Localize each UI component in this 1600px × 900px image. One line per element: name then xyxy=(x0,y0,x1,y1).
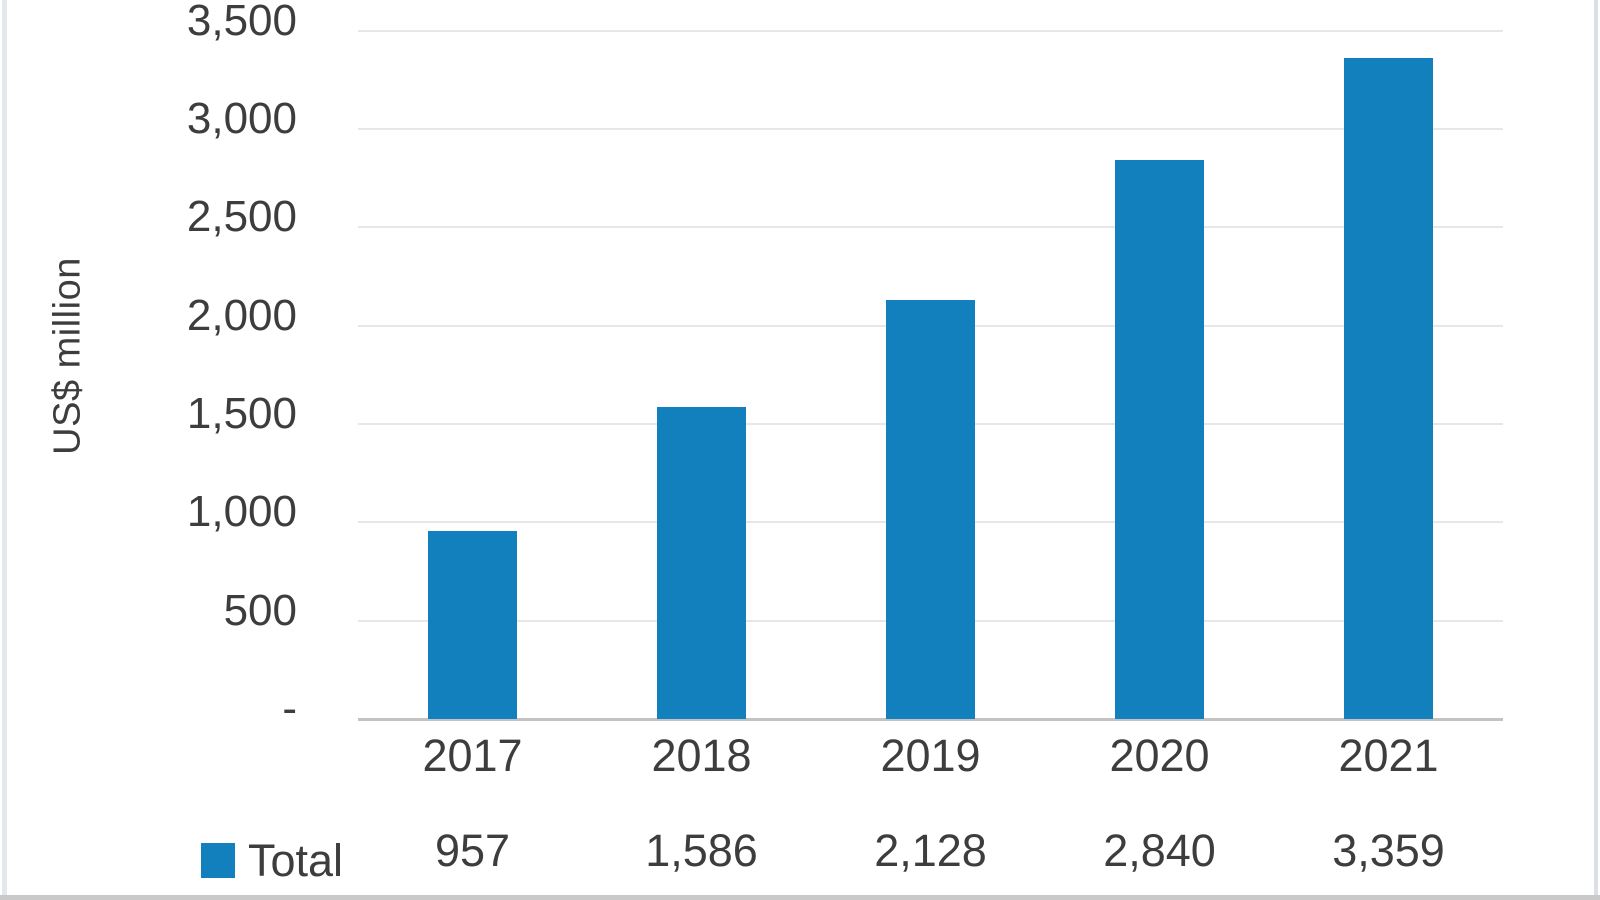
left-border-line xyxy=(2,0,7,900)
x-category-label: 2019 xyxy=(880,730,981,781)
y-tick-label: 3,500 xyxy=(186,0,297,45)
x-category-label: 2020 xyxy=(1109,730,1210,781)
bar-2021 xyxy=(1344,58,1433,719)
y-tick-label: 1,000 xyxy=(186,487,297,536)
x-category-label: 2018 xyxy=(651,730,752,781)
y-tick-label: 2,000 xyxy=(186,291,297,340)
y-tick-label: 2,500 xyxy=(186,192,297,241)
y-tick-label: 1,500 xyxy=(186,389,297,438)
x-category-label: 2021 xyxy=(1338,730,1439,781)
table-value: 1,586 xyxy=(645,825,758,876)
table-value: 2,128 xyxy=(874,825,987,876)
gridline xyxy=(358,226,1503,228)
y-tick-label: - xyxy=(282,684,297,733)
legend-swatch-total xyxy=(201,843,235,878)
y-tick-label: 500 xyxy=(223,586,297,635)
bar-2018 xyxy=(657,407,746,719)
bar-2020 xyxy=(1115,160,1204,719)
table-value: 3,359 xyxy=(1332,825,1445,876)
bar-2017 xyxy=(428,531,517,719)
bar-2019 xyxy=(886,300,975,719)
right-border-line xyxy=(1594,0,1598,900)
x-category-label: 2017 xyxy=(422,730,523,781)
gridline xyxy=(358,30,1503,32)
y-tick-label: 3,000 xyxy=(186,94,297,143)
legend-label-total: Total xyxy=(248,835,344,886)
table-value: 957 xyxy=(434,825,511,876)
bottom-border-line xyxy=(0,895,1600,900)
gridline xyxy=(358,128,1503,130)
x-axis-line xyxy=(358,718,1503,721)
legend: Total xyxy=(201,838,343,883)
table-value: 2,840 xyxy=(1103,825,1216,876)
